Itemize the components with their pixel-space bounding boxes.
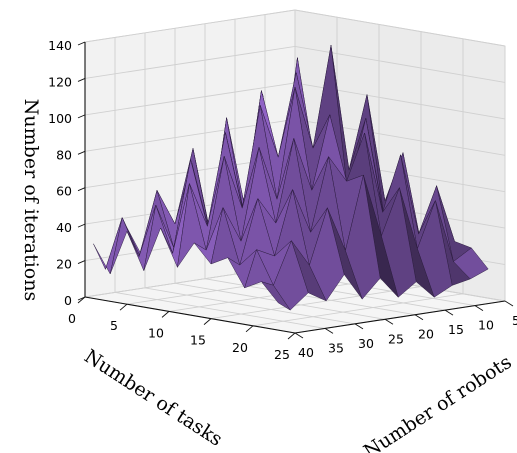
z-tick [77, 114, 86, 119]
x-tick-label: 20 [232, 340, 248, 355]
x-tick [203, 318, 212, 325]
x-tick [287, 332, 296, 340]
y-gridline [114, 37, 326, 329]
z-tick [77, 41, 86, 46]
y-tick [444, 309, 454, 316]
y-axis-line [294, 300, 506, 334]
x-tick-label: 10 [148, 325, 164, 340]
z-tick-label: 100 [48, 111, 72, 126]
x-tick-label: 15 [190, 333, 206, 348]
x-tick [119, 303, 128, 311]
y-tick [294, 332, 304, 339]
z-tick [77, 78, 86, 82]
y-tick [324, 328, 334, 334]
x-tick [245, 325, 254, 333]
y-tick [504, 300, 514, 307]
tick-labels: 0 5 10 15 20 25 5 10 15 20 25 30 35 40 0 20 40 60 80 100 120… [48, 38, 517, 362]
y-tick [354, 323, 364, 330]
y-tick-label: 30 [358, 336, 374, 351]
x-tick [161, 311, 170, 318]
z-tick [77, 296, 86, 301]
x-tick-label: 5 [110, 318, 118, 333]
y-gridline [234, 19, 446, 311]
z-tick-label: 80 [56, 147, 72, 162]
y-gridline [174, 28, 386, 320]
y-gridline [144, 32, 356, 325]
z-tick [77, 223, 86, 228]
y-tick-label: 40 [298, 345, 314, 360]
y-tick-label: 35 [328, 340, 344, 355]
y-tick-label: 10 [478, 318, 494, 333]
z-tick [77, 187, 86, 192]
y-tick-label: 25 [388, 331, 404, 346]
x-axis-label: Number of robots [360, 351, 516, 453]
y-tick-label: 20 [418, 327, 434, 342]
z-tick [77, 150, 86, 155]
y-tick [414, 314, 424, 321]
z-tick-label: 140 [48, 38, 72, 53]
z-tick-label: 60 [56, 184, 72, 199]
surface-facet [261, 281, 291, 311]
axes [84, 42, 506, 334]
y-tick [384, 318, 394, 325]
z-tick [77, 260, 86, 264]
y-tick [474, 305, 484, 311]
x-axis-line [84, 296, 296, 334]
x-tick-label: 0 [68, 311, 76, 326]
y-axis-label: Number of tasks [80, 345, 226, 451]
z-tick-label: 20 [56, 257, 72, 272]
z-tick-label: 40 [56, 220, 72, 235]
y-gridline [204, 23, 416, 316]
z-tick-label: 0 [64, 293, 72, 308]
y-tick-label: 15 [448, 322, 464, 337]
z-tick-label: 120 [48, 74, 72, 89]
x-tick-label: 25 [274, 347, 290, 362]
z-axis-label: Number of iterations [20, 99, 42, 301]
y-tick-label: 5 [512, 313, 517, 328]
surface-mesh [93, 45, 489, 311]
x-tick [77, 296, 86, 304]
